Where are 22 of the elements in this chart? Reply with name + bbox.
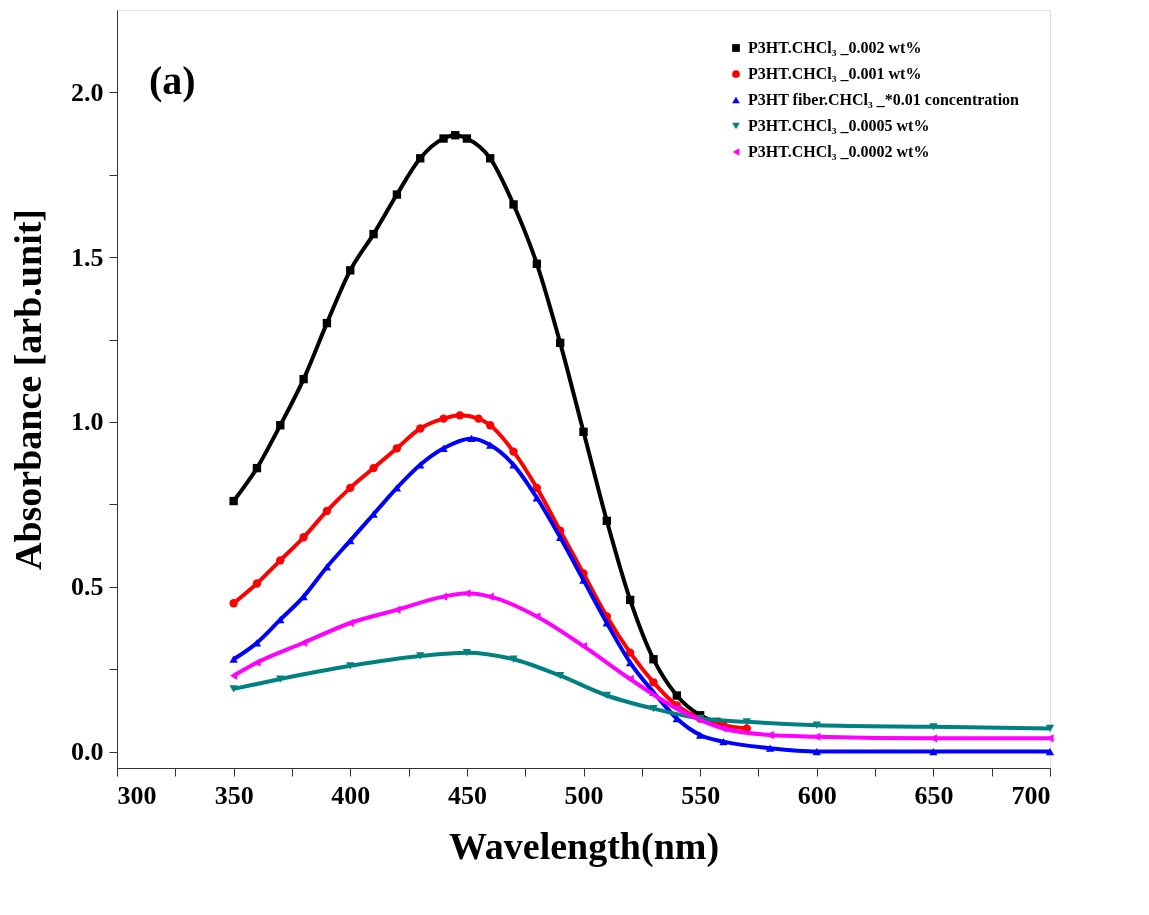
x-tick-label: 600 — [797, 780, 837, 810]
x-tick-label: 450 — [447, 780, 487, 810]
x-tick-label: 650 — [914, 780, 954, 810]
y-tick-label: 0.5 — [71, 572, 104, 602]
legend-label: P3HT.CHCl₃ _0.002 wt% — [748, 39, 922, 56]
y-tick-label: 1.0 — [71, 407, 104, 437]
y-tick-label: 2.0 — [71, 77, 104, 107]
x-tick-label: 350 — [214, 780, 254, 810]
x-tick-label: 400 — [331, 780, 371, 810]
x-tick-label: 300 — [117, 780, 157, 810]
y-tick-label: 1.5 — [71, 242, 104, 272]
x-tick-label: 700 — [1011, 780, 1051, 810]
legend-label: P3HT.CHCl₃ _0.001 wt% — [748, 65, 922, 82]
y-tick-label: 0.0 — [71, 737, 104, 767]
legend-label: P3HT.CHCl₃ _0.0005 wt% — [748, 117, 930, 134]
legend-label: P3HT fiber.CHCl₃ _*0.01 concentration — [748, 91, 1020, 108]
y-axis-title: Absorbance [arb.unit] — [7, 208, 49, 571]
x-tick-label: 500 — [564, 780, 604, 810]
annotation: (a) — [149, 58, 196, 103]
x-tick-label: 550 — [681, 780, 721, 810]
legend-label: P3HT.CHCl₃ _0.0002 wt% — [748, 143, 930, 160]
x-axis-title: Wavelength(nm) — [448, 824, 720, 868]
